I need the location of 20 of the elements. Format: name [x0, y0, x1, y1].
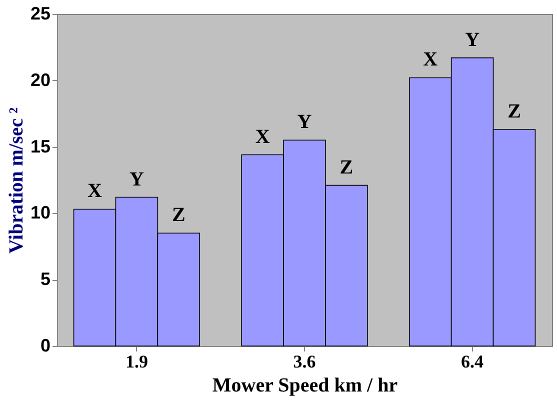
y-tick-label: 25: [30, 4, 50, 24]
text: X: [255, 126, 270, 148]
text: Z: [340, 156, 354, 178]
series-label: X: [88, 180, 103, 202]
y-tick-label: 5: [40, 269, 50, 290]
text: X: [423, 48, 438, 71]
text: Y: [297, 111, 312, 134]
x-tick-label: 3.6: [293, 352, 316, 372]
y-tick-label: 15: [30, 136, 50, 156]
x-tick-label: 1.9: [125, 352, 148, 372]
text: Y: [465, 28, 480, 51]
text: Z: [508, 100, 521, 123]
x-tick-label: 6.4: [461, 352, 484, 372]
series-label: Y: [129, 168, 144, 190]
y-tick-label: 10: [30, 202, 50, 223]
x-axis-title: Mower Speed km / hr: [212, 374, 398, 396]
series-label: Z: [172, 204, 186, 226]
y-axis-title: Vibration m/sec ²: [5, 107, 28, 254]
y-tick-label: 0: [40, 336, 50, 356]
y-tick-label: 20: [30, 70, 50, 90]
